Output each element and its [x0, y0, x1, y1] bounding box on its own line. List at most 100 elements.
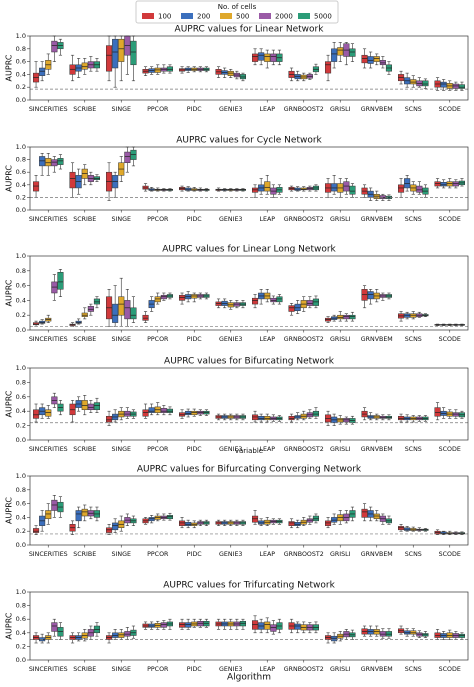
y-tick-label: 0.0 — [16, 436, 26, 444]
x-tick-label: GRISLI — [330, 666, 351, 673]
y-tick-label: 0.8 — [16, 486, 26, 494]
x-tick-label: SINGE — [112, 446, 131, 453]
box — [81, 62, 88, 70]
box — [343, 418, 350, 423]
y-tick-label: 0.0 — [16, 96, 26, 104]
y-tick-label: 0.0 — [16, 206, 26, 214]
box — [130, 40, 137, 66]
x-tick-label: GRNBOOST2 — [284, 666, 324, 673]
y-tick-label: 0.0 — [16, 326, 26, 334]
x-tick-label: GRNVBEM — [361, 551, 393, 558]
box — [124, 410, 131, 417]
x-tick-label: LEAP — [259, 216, 275, 223]
y-tick-label: 0.6 — [16, 393, 26, 401]
y-tick-label: 0.6 — [16, 58, 26, 66]
x-tick-label: SINCERITIES — [29, 216, 68, 223]
y-tick-label: 1.0 — [16, 32, 26, 40]
box — [124, 300, 131, 320]
box — [385, 415, 392, 419]
plot-frame — [29, 475, 469, 546]
x-tick-label: GRISLI — [330, 336, 351, 343]
chart-title: AUPRC values for Bifurcating Converging … — [137, 465, 362, 475]
x-tick-label: GRNVBEM — [361, 106, 393, 113]
y-tick-label: 0.2 — [16, 642, 26, 650]
x-tick-label: SCRIBE — [73, 666, 96, 673]
y-tick-label: 0.2 — [16, 311, 26, 319]
legend-label: 2000 — [275, 13, 293, 21]
box — [294, 303, 301, 312]
box — [373, 56, 380, 62]
x-tick-label: GENIE3 — [219, 216, 242, 223]
y-axis-label: AUPRC — [5, 390, 14, 417]
y-tick-label: 0.0 — [16, 541, 26, 549]
legend-swatch — [142, 13, 154, 19]
box — [288, 415, 295, 421]
x-tick-label: SINCERITIES — [29, 106, 68, 113]
box — [337, 314, 344, 320]
y-axis-label: AUPRC — [5, 165, 14, 192]
box — [270, 297, 277, 303]
box — [39, 67, 46, 76]
box — [349, 185, 356, 195]
x-tick-label: GRNVBEM — [361, 336, 393, 343]
x-tick-label: PPCOR — [147, 216, 169, 223]
x-tick-label: SCRIBE — [73, 551, 96, 558]
box — [410, 313, 417, 318]
box — [166, 408, 173, 413]
box — [112, 303, 119, 323]
x-tick-label: LEAP — [259, 336, 275, 343]
y-tick-label: 1.0 — [16, 364, 26, 372]
x-tick-label: SCRIBE — [73, 216, 96, 223]
y-tick-label: 0.2 — [16, 422, 26, 430]
x-tick-label: SCNS — [405, 446, 422, 453]
box — [148, 407, 155, 413]
box — [361, 508, 368, 518]
y-tick-label: 0.2 — [16, 83, 26, 91]
x-tick-label: GRISLI — [330, 551, 351, 558]
box — [252, 53, 259, 62]
box — [33, 528, 40, 533]
x-tick-label: GRISLI — [330, 106, 351, 113]
box — [215, 301, 222, 306]
x-tick-label: GRNVBEM — [361, 216, 393, 223]
box — [51, 622, 58, 632]
legend-swatch — [298, 13, 310, 19]
box — [179, 412, 186, 417]
box — [252, 297, 259, 305]
box — [233, 302, 240, 307]
box — [93, 402, 101, 411]
box — [264, 415, 271, 421]
box — [45, 409, 52, 417]
x-axis-label: Algorithm — [227, 673, 271, 683]
x-tick-label: PPCOR — [147, 336, 169, 343]
box — [416, 185, 423, 193]
x-tick-label: GENIE3 — [219, 336, 242, 343]
x-tick-label: SCNS — [405, 336, 422, 343]
legend-swatch — [220, 13, 232, 19]
x-tick-label: PIDC — [187, 336, 203, 343]
box — [312, 410, 319, 417]
plot-frame — [29, 146, 469, 211]
x-tick-label: GENIE3 — [219, 446, 242, 453]
box — [422, 80, 429, 87]
x-tick-label: LEAP — [259, 666, 275, 673]
x-tick-label: GRNBOOST2 — [284, 446, 324, 453]
box — [106, 415, 113, 423]
box — [367, 291, 374, 300]
box — [440, 81, 447, 88]
y-tick-label: 1.0 — [16, 252, 26, 260]
x-tick-label: SINCERITIES — [29, 336, 68, 343]
x-tick-label: PPCOR — [147, 106, 169, 113]
legend-label: 200 — [197, 13, 210, 21]
box — [112, 38, 119, 69]
x-tick-label: LEAP — [259, 551, 275, 558]
box — [45, 158, 52, 167]
y-axis-label: AUPRC — [5, 612, 14, 639]
x-tick-label: GRNVBEM — [361, 446, 393, 453]
box — [160, 294, 167, 300]
box — [81, 508, 88, 517]
x-tick-label: GENIE3 — [219, 551, 242, 558]
box — [179, 294, 186, 301]
x-tick-label: SCNS — [405, 551, 422, 558]
box — [118, 296, 125, 316]
